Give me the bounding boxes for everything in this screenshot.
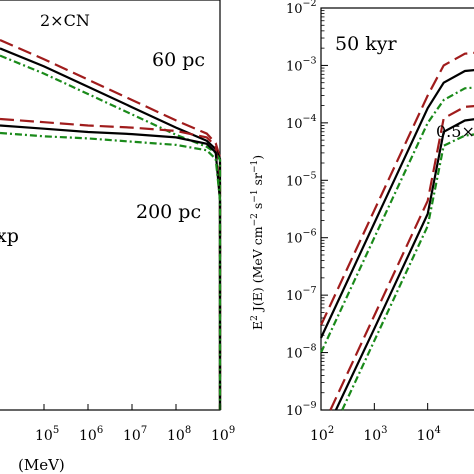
right-ytick-label-7: 10−2 <box>286 0 317 17</box>
right-x-ticks: 102 103 104 <box>310 403 441 444</box>
left-series-line-0 <box>0 38 222 410</box>
right-xtick-label-0: 102 <box>310 425 334 444</box>
right-ytick-label-6: 10−3 <box>286 55 317 74</box>
left-annotation-60pc: 60 pc <box>152 49 205 71</box>
ylabel-text: J(E) (MeV cm <box>250 226 265 315</box>
left-x-axis-label: (MeV) <box>18 456 65 474</box>
left-xtick-label-4: 109 <box>211 425 235 444</box>
right-annotation-0p5x: 0.5× <box>436 122 474 141</box>
svg-text:E2 J(E) (MeV cm−2 s−1 sr−1): E2 J(E) (MeV cm−2 s−1 sr−1) <box>250 155 265 330</box>
ylabel-e: E <box>250 321 265 330</box>
left-series-line-3 <box>0 117 222 410</box>
right-ytick-label-0: 10−9 <box>286 400 317 419</box>
left-series-line-1 <box>0 47 222 410</box>
ylabel-s: s <box>250 203 265 213</box>
right-series-line-4 <box>334 118 474 411</box>
right-annotation-50kyr: 50 kyr <box>335 33 397 55</box>
left-panel: 105 106 107 108 109 2×CN 60 pc 200 pc xp (Me… <box>0 0 235 474</box>
right-series-group <box>320 51 474 411</box>
right-y-axis-label: E2 J(E) (MeV cm−2 s−1 sr−1) <box>250 155 265 330</box>
right-ytick-label-3: 10−6 <box>286 228 317 247</box>
right-series-line-3 <box>329 105 474 411</box>
left-series-line-4 <box>0 124 222 410</box>
left-annotation-200pc: 200 pc <box>136 201 201 223</box>
ylabel-sr: sr <box>250 173 265 189</box>
right-ytick-label-5: 10−4 <box>286 113 317 132</box>
right-plot-frame <box>320 7 474 411</box>
right-xtick-label-2: 104 <box>417 425 441 444</box>
right-series-line-2 <box>320 86 474 354</box>
right-y-ticks: 10−9 10−8 10−7 10−6 10−5 10−4 10−3 10−2 <box>286 0 328 419</box>
left-xtick-label-2: 107 <box>123 425 147 444</box>
left-series-line-2 <box>0 54 222 410</box>
left-x-ticks: 105 106 107 108 109 <box>35 404 235 444</box>
right-series-line-0 <box>320 51 474 326</box>
left-xtick-label-1: 106 <box>79 425 103 444</box>
left-series-group <box>0 38 222 410</box>
right-series-line-5 <box>341 133 474 411</box>
right-ytick-label-4: 10−5 <box>286 170 317 189</box>
ylabel-end: ) <box>250 155 265 160</box>
ylabel-sr-exp: −1 <box>250 160 260 173</box>
left-series-line-5 <box>0 131 222 410</box>
left-xtick-label-0: 105 <box>35 425 59 444</box>
left-annotation-2xcn: 2×CN <box>40 11 90 30</box>
ylabel-cm-exp: −2 <box>250 213 260 226</box>
ylabel-s-exp: −1 <box>250 189 260 202</box>
left-xtick-label-3: 108 <box>167 425 191 444</box>
right-panel: 10−910−810−710−610−510−410−310−2 102 103 1… <box>250 0 474 444</box>
right-ytick-label-2: 10−7 <box>286 285 317 304</box>
ylabel-e-exp: 2 <box>250 315 260 321</box>
right-xtick-label-1: 103 <box>363 425 387 444</box>
right-ytick-label-1: 10−8 <box>286 343 317 362</box>
left-annotation-xp: xp <box>0 225 19 247</box>
right-series-line-1 <box>320 69 474 339</box>
